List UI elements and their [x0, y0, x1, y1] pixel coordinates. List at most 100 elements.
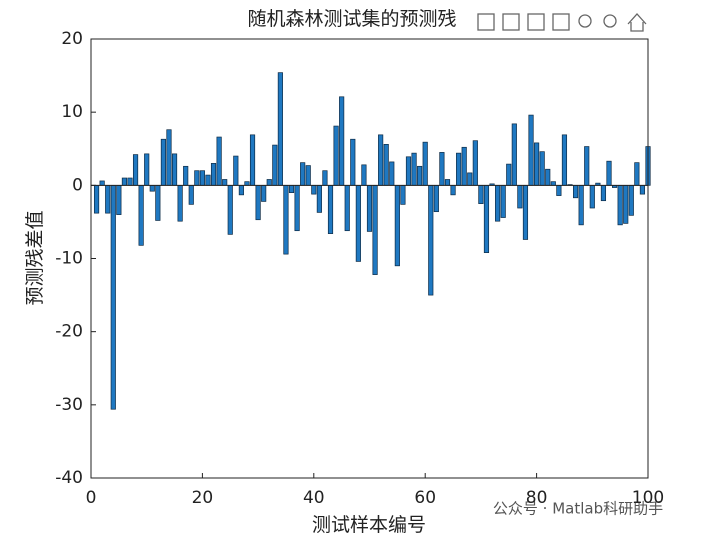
bar	[105, 184, 111, 214]
bar	[545, 168, 551, 186]
chart-title: 随机森林测试集的预测残	[247, 8, 456, 30]
y-tick-label: -30	[55, 395, 83, 415]
bar	[361, 164, 367, 186]
bar	[339, 96, 345, 186]
bar	[589, 184, 595, 209]
tool-icon[interactable]	[578, 14, 592, 28]
bar	[383, 144, 389, 186]
tool-icon[interactable]	[502, 13, 520, 31]
watermark: 公众号 · Matlab科研助手	[493, 500, 663, 518]
bar	[517, 184, 523, 209]
bar	[255, 184, 261, 221]
x-axis-label: 测试样本编号	[312, 514, 426, 536]
bar	[433, 184, 439, 213]
bar	[617, 184, 623, 226]
bar	[578, 184, 584, 226]
bar	[155, 184, 161, 221]
bar	[171, 153, 178, 186]
tool-icon[interactable]	[627, 13, 647, 32]
tool-icon[interactable]	[552, 13, 570, 31]
bar	[456, 152, 462, 186]
bar	[149, 184, 155, 192]
bar	[311, 184, 317, 195]
x-tick-label: 100	[632, 488, 664, 508]
bar	[344, 184, 350, 232]
bar	[277, 72, 283, 186]
bar	[227, 184, 233, 235]
bar	[177, 184, 183, 222]
bar	[272, 144, 278, 186]
bar	[522, 184, 529, 240]
bar	[372, 184, 378, 275]
bar	[444, 179, 451, 186]
bar	[99, 180, 105, 186]
bar	[288, 184, 295, 193]
bar	[478, 184, 484, 204]
x-tick-label: 20	[192, 488, 214, 508]
bar	[422, 141, 428, 186]
bar	[550, 181, 556, 186]
bar	[495, 184, 501, 222]
bar	[634, 162, 640, 186]
bar	[606, 160, 612, 186]
tool-icon[interactable]	[477, 13, 495, 31]
bar	[327, 184, 334, 234]
bar	[110, 184, 116, 410]
bar	[506, 163, 512, 186]
bar	[461, 146, 467, 186]
bar	[121, 177, 127, 186]
x-tick-label: 40	[303, 488, 325, 508]
y-tick-label: -20	[55, 322, 83, 342]
bar	[166, 129, 172, 186]
bar	[261, 184, 267, 202]
bar	[300, 162, 306, 186]
bar	[132, 154, 139, 186]
bar	[316, 184, 322, 213]
y-tick-label: -40	[55, 468, 83, 488]
bar	[428, 184, 434, 296]
bar	[472, 140, 478, 186]
bar	[600, 184, 607, 202]
bar	[127, 177, 133, 186]
x-tick-label: 80	[526, 488, 548, 508]
bar	[93, 184, 100, 214]
bar	[160, 138, 166, 186]
bar	[417, 165, 423, 186]
bar	[194, 170, 200, 186]
bar	[573, 184, 579, 199]
bar	[467, 172, 473, 186]
bar	[116, 184, 122, 215]
bar	[283, 184, 289, 255]
bar	[400, 184, 406, 205]
bar	[394, 184, 400, 267]
bar	[138, 184, 144, 246]
bar	[483, 184, 490, 253]
y-tick-label: -10	[55, 249, 83, 269]
bar	[623, 184, 629, 224]
bar	[561, 134, 568, 186]
bar	[210, 163, 217, 186]
x-tick-label: 0	[86, 488, 97, 508]
bar	[188, 184, 194, 205]
bar	[222, 179, 228, 186]
x-tick-label: 60	[414, 488, 436, 508]
bar	[405, 156, 412, 186]
bar	[389, 161, 395, 186]
tool-icon[interactable]	[527, 13, 545, 31]
bar	[305, 165, 311, 186]
bar	[294, 184, 300, 232]
y-tick-label: 10	[61, 102, 83, 122]
bar	[333, 125, 339, 186]
bar	[639, 184, 646, 195]
bar	[266, 179, 272, 186]
bar	[205, 174, 211, 186]
bar	[366, 184, 373, 232]
y-tick-label: 20	[61, 29, 83, 49]
bar	[238, 184, 244, 196]
bar	[539, 151, 545, 186]
bar	[322, 170, 328, 186]
tool-icon[interactable]	[603, 14, 617, 28]
axes-box	[90, 38, 649, 479]
